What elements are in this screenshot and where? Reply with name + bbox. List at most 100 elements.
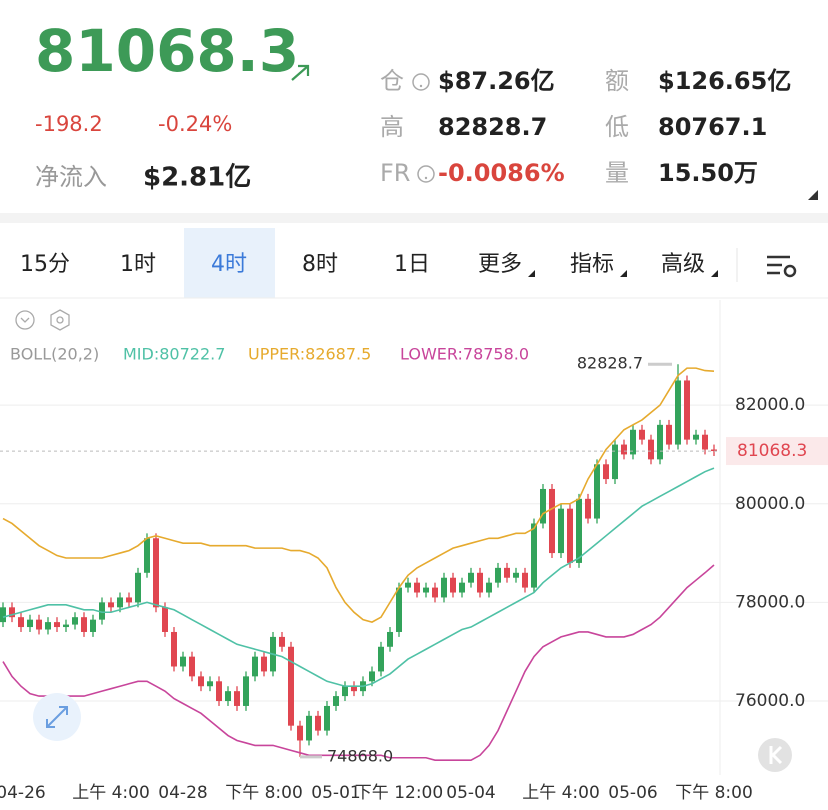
candle-body <box>648 439 654 460</box>
stat-label: 仓 <box>380 67 404 95</box>
y-tick-label: 76000.0 <box>735 691 805 711</box>
candle-body <box>81 617 87 632</box>
candle-body <box>702 434 708 450</box>
candle-body <box>261 656 267 672</box>
x-tick-label: 下午 8:00 <box>675 783 753 803</box>
candle-body <box>540 488 546 524</box>
tab[interactable]: 1时 <box>120 252 156 277</box>
candle-body <box>342 686 348 697</box>
candle-body <box>711 449 717 452</box>
info-icon[interactable] <box>412 73 430 91</box>
candle-body <box>108 602 114 608</box>
candle-body <box>567 508 573 563</box>
fullscreen-icon <box>46 706 68 728</box>
net-inflow-label: 净流入 <box>35 163 107 191</box>
candle-body <box>198 676 204 687</box>
last-price: 81068.3 <box>35 17 299 85</box>
candle-body <box>0 607 6 623</box>
candle-body <box>324 705 330 731</box>
indicator-settings-icon[interactable] <box>50 309 70 331</box>
stat-value: $87.26亿 <box>438 67 555 95</box>
stat-label: 低 <box>605 113 629 141</box>
candle-body <box>486 582 492 593</box>
candle-body <box>54 622 60 628</box>
net-inflow: $2.81亿 <box>143 163 251 193</box>
y-tick-label: 80000.0 <box>735 494 805 514</box>
selected-tab-bg <box>184 228 275 298</box>
settings-icon[interactable] <box>767 255 797 278</box>
candle-body <box>423 587 429 593</box>
tab[interactable]: 1日 <box>394 252 430 277</box>
dropdown-triangle <box>620 270 627 277</box>
info-icon[interactable] <box>417 165 435 183</box>
legend-entry: UPPER:82687.5 <box>248 345 371 364</box>
tab[interactable]: 8时 <box>302 252 338 277</box>
x-tick-label: 04-26 <box>0 783 46 803</box>
candle-body <box>297 725 303 741</box>
candle-body <box>387 631 393 647</box>
candle-body <box>612 444 618 480</box>
collapse-icon[interactable] <box>15 310 35 330</box>
tab[interactable]: 高级 <box>661 252 705 277</box>
stat-label: 高 <box>380 113 404 141</box>
dropdown-triangle <box>528 270 535 277</box>
up-arrow <box>291 64 310 81</box>
tab[interactable]: 15分 <box>20 252 70 277</box>
collapse-chevron <box>20 317 30 323</box>
candle-body <box>522 572 528 588</box>
band-line <box>2 564 715 762</box>
price-change-pct: -0.24% <box>158 112 232 136</box>
y-tick-label: 82000.0 <box>735 395 805 415</box>
expand-triangle[interactable] <box>808 190 818 200</box>
candle-body <box>288 646 294 726</box>
x-tick-label: 下午 8:00 <box>225 783 303 803</box>
band-line <box>2 367 715 623</box>
candle-body <box>126 597 132 603</box>
candle-body <box>63 624 69 628</box>
tab[interactable]: 4时 <box>211 252 247 277</box>
candle-body <box>144 538 150 573</box>
candle-body <box>72 617 78 625</box>
candle-body <box>378 646 384 672</box>
candle-body <box>162 607 168 632</box>
x-tick-label: 05-01 <box>311 783 360 803</box>
dropdown-triangle <box>711 270 718 277</box>
candle-body <box>333 696 339 706</box>
candle-body <box>576 498 582 563</box>
info-icon-dot <box>424 176 428 180</box>
candle-body <box>549 488 555 554</box>
candle-body <box>45 622 51 630</box>
candle-body <box>396 587 402 632</box>
candle-body <box>225 691 231 702</box>
x-tick-label: 上午 4:00 <box>72 783 150 803</box>
candle-body <box>504 567 510 578</box>
candle-body <box>675 380 681 445</box>
stat-label: 额 <box>605 67 629 95</box>
stat-value: 82828.7 <box>438 113 547 141</box>
candle-body <box>90 619 96 632</box>
tab[interactable]: 更多 <box>478 252 522 277</box>
indicator-settings-dot <box>56 316 64 324</box>
candle-body <box>243 676 249 706</box>
y-tick-label: 78000.0 <box>735 592 805 612</box>
candle-body <box>639 429 645 440</box>
candle-body <box>621 444 627 455</box>
candle-body <box>450 577 456 593</box>
x-tick-label: 05-06 <box>608 783 657 803</box>
candle-body <box>693 434 699 440</box>
candle-body <box>405 582 411 588</box>
scroll-start-icon <box>769 745 783 765</box>
plot-area: MID:80722.7 UPPER:82687.5 LOWER:78758.0 760… <box>0 345 828 803</box>
stat-value: -0.0086% <box>438 159 565 187</box>
candle-body <box>666 424 672 445</box>
candle-body <box>414 582 420 593</box>
stat-value: 80767.1 <box>658 113 767 141</box>
candle-body <box>36 619 42 630</box>
tab[interactable]: 指标 <box>570 252 614 277</box>
low-marker-label: 74868.0 <box>327 746 393 765</box>
candle-body <box>432 587 438 598</box>
x-tick-label: 05-04 <box>446 783 495 803</box>
last-price-tag <box>726 437 828 466</box>
candle-body <box>153 538 159 608</box>
tab-bar: 15分 1时 4时 8时 1日 更多 指标 高级 <box>20 228 705 298</box>
